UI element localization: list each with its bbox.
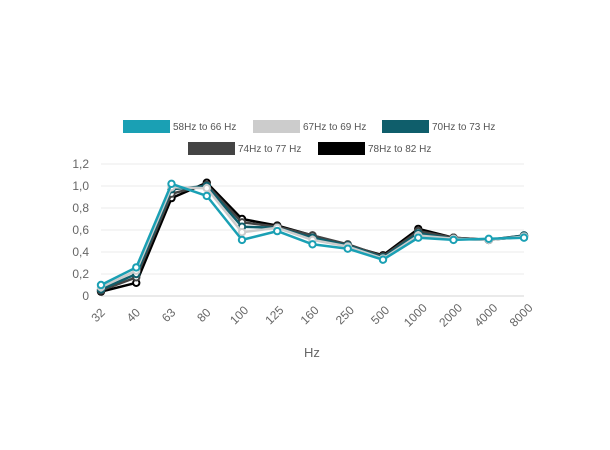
data-point[interactable] [449, 235, 458, 245]
x-tick-label: 2000 [436, 301, 465, 330]
legend-label: 67Hz to 69 Hz [303, 122, 366, 133]
data-point[interactable] [378, 255, 388, 264]
legend-swatch [123, 120, 170, 133]
legend-label: 78Hz to 82 Hz [368, 144, 431, 155]
x-tick-label: 63 [159, 305, 179, 325]
x-tick-label: 32 [88, 305, 108, 325]
data-point[interactable] [237, 228, 247, 237]
y-tick-label: 0,6 [72, 223, 89, 237]
x-tick-label: 1000 [401, 301, 430, 330]
series [96, 179, 529, 290]
data-point[interactable] [414, 233, 423, 242]
data-point[interactable] [202, 184, 211, 193]
legend-label: 74Hz to 77 Hz [238, 144, 301, 155]
legend-swatch [382, 120, 429, 133]
y-tick-label: 1,2 [72, 157, 89, 171]
legend-swatch [318, 142, 365, 155]
y-tick-label: 0,8 [72, 201, 89, 215]
legend-item[interactable]: 70Hz to 73 Hz [382, 120, 495, 133]
x-axis-title: Hz [304, 345, 320, 360]
legend-item[interactable]: 67Hz to 69 Hz [253, 120, 366, 133]
data-point[interactable] [273, 226, 282, 236]
legend-swatch [188, 142, 235, 155]
x-tick-label: 40 [124, 305, 144, 325]
legend-item[interactable]: 78Hz to 82 Hz [318, 142, 431, 155]
x-tick-label: 80 [194, 305, 214, 325]
x-tick-label: 250 [333, 303, 357, 327]
legend-label: 58Hz to 66 Hz [173, 122, 236, 133]
data-point[interactable] [308, 240, 317, 249]
x-tick-label: 100 [227, 303, 251, 327]
data-point[interactable] [343, 244, 352, 253]
legend-label: 70Hz to 73 Hz [432, 122, 495, 133]
y-tick-label: 0,2 [72, 267, 89, 281]
y-tick-label: 0 [82, 289, 89, 303]
data-point[interactable] [202, 191, 211, 201]
legend: 58Hz to 66 Hz 67Hz to 69 Hz 70Hz to 73 Hz7… [123, 120, 495, 155]
grid [101, 163, 524, 297]
legend-item[interactable]: 74Hz to 77 Hz [188, 142, 301, 155]
legend-swatch [253, 120, 300, 133]
x-tick-label: 8000 [507, 301, 536, 330]
data-point[interactable] [484, 234, 493, 244]
data-point[interactable] [96, 280, 106, 290]
x-tick-label: 500 [368, 303, 392, 327]
x-tick-label: 125 [262, 303, 286, 327]
data-point[interactable] [519, 233, 529, 242]
y-tick-label: 1,0 [72, 179, 89, 193]
data-point[interactable] [167, 179, 176, 189]
data-point[interactable] [132, 263, 141, 272]
series-group [96, 178, 529, 296]
x-tick-label: 160 [298, 303, 322, 327]
axes: 0 0,2 0,4 0,6 0,8 1,0 1,2 32 40 63 80 100 125 160 250 5… [72, 157, 535, 330]
legend-item[interactable]: 58Hz to 66 Hz [123, 120, 236, 133]
data-point[interactable] [237, 235, 247, 245]
y-tick-label: 0,4 [72, 245, 89, 259]
x-tick-label: 4000 [472, 301, 501, 330]
